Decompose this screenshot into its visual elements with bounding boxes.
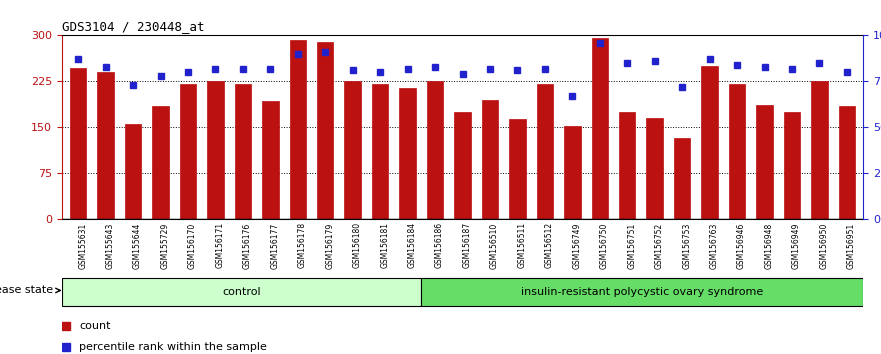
- Text: GSM156510: GSM156510: [490, 222, 499, 269]
- Bar: [426, 81, 443, 219]
- Bar: [482, 100, 499, 219]
- Text: GSM156946: GSM156946: [737, 222, 746, 269]
- Text: GSM156750: GSM156750: [600, 222, 609, 269]
- Bar: [811, 81, 827, 219]
- Text: GSM156950: GSM156950: [819, 222, 828, 269]
- Text: GSM155643: GSM155643: [106, 222, 115, 269]
- Bar: [729, 85, 745, 219]
- Text: GSM156184: GSM156184: [408, 222, 417, 268]
- Text: GSM156181: GSM156181: [381, 222, 389, 268]
- Bar: [674, 138, 691, 219]
- Bar: [839, 106, 855, 219]
- Bar: [509, 119, 526, 219]
- Text: GSM156948: GSM156948: [765, 222, 774, 269]
- Text: GSM156511: GSM156511: [517, 222, 527, 268]
- Bar: [756, 105, 773, 219]
- Text: GSM156949: GSM156949: [792, 222, 801, 269]
- Bar: [399, 87, 416, 219]
- Bar: [317, 41, 334, 219]
- Text: count: count: [79, 321, 111, 331]
- Bar: [263, 101, 278, 219]
- Text: GSM156170: GSM156170: [188, 222, 197, 269]
- Text: GSM156177: GSM156177: [270, 222, 279, 269]
- Bar: [180, 85, 196, 219]
- Text: percentile rank within the sample: percentile rank within the sample: [79, 342, 267, 352]
- Bar: [290, 40, 306, 219]
- Text: GSM156512: GSM156512: [544, 222, 554, 268]
- Bar: [98, 72, 114, 219]
- Text: GSM156176: GSM156176: [243, 222, 252, 269]
- Text: control: control: [222, 287, 261, 297]
- Bar: [372, 85, 389, 219]
- Bar: [70, 68, 86, 219]
- Bar: [152, 106, 169, 219]
- Text: GSM156752: GSM156752: [655, 222, 663, 269]
- Bar: [455, 112, 470, 219]
- Text: GSM156763: GSM156763: [709, 222, 719, 269]
- Text: GSM155631: GSM155631: [78, 222, 87, 269]
- Text: GSM156951: GSM156951: [847, 222, 856, 269]
- Text: GSM156178: GSM156178: [298, 222, 307, 268]
- Text: disease state: disease state: [0, 285, 60, 296]
- Text: GSM155729: GSM155729: [160, 222, 169, 269]
- FancyBboxPatch shape: [421, 278, 863, 306]
- Bar: [784, 112, 800, 219]
- Bar: [647, 118, 663, 219]
- Text: insulin-resistant polycystic ovary syndrome: insulin-resistant polycystic ovary syndr…: [521, 287, 763, 297]
- Text: GSM156180: GSM156180: [352, 222, 362, 268]
- Bar: [537, 85, 553, 219]
- FancyBboxPatch shape: [62, 278, 421, 306]
- Bar: [234, 85, 251, 219]
- Text: GDS3104 / 230448_at: GDS3104 / 230448_at: [62, 20, 204, 33]
- Bar: [591, 39, 608, 219]
- Bar: [125, 124, 141, 219]
- Bar: [344, 81, 361, 219]
- Text: GSM156171: GSM156171: [216, 222, 225, 268]
- Text: GSM156187: GSM156187: [463, 222, 471, 268]
- Bar: [619, 112, 635, 219]
- Text: GSM156753: GSM156753: [682, 222, 692, 269]
- Bar: [701, 66, 718, 219]
- Text: GSM156186: GSM156186: [435, 222, 444, 268]
- Text: GSM156749: GSM156749: [573, 222, 581, 269]
- Bar: [207, 81, 224, 219]
- Bar: [564, 126, 581, 219]
- Text: GSM156179: GSM156179: [325, 222, 334, 269]
- Text: GSM155644: GSM155644: [133, 222, 142, 269]
- Text: GSM156751: GSM156751: [627, 222, 636, 269]
